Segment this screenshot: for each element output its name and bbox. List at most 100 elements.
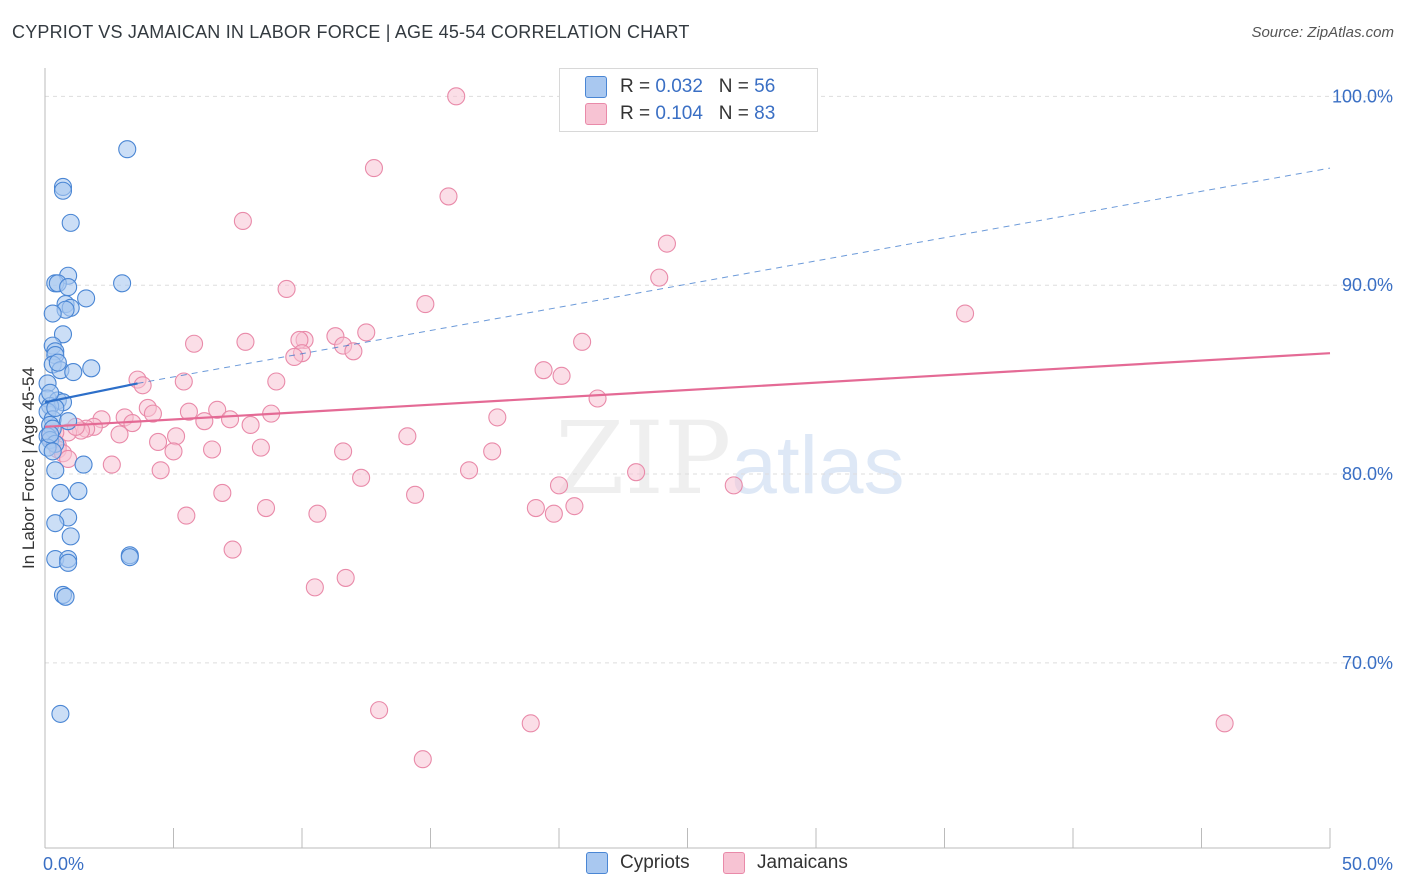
jamaican-point: [308, 504, 327, 523]
jamaican-point: [267, 372, 286, 391]
jamaican-point: [277, 279, 296, 299]
jamaicans-points: [41, 87, 1234, 769]
axes: [44, 68, 1331, 849]
x-tick-label: 0.0%: [43, 854, 84, 874]
bottom-legend-jamaicans: Jamaicans: [723, 852, 848, 874]
cypriots-points: [38, 140, 139, 723]
jamaican-point: [251, 438, 270, 457]
source-label: Source: ZipAtlas.com: [1251, 24, 1394, 41]
jamaican-point: [413, 750, 432, 769]
cypriot-point: [59, 278, 78, 297]
cypriots-n-value: 56: [754, 76, 776, 97]
cypriots-swatch: [585, 76, 607, 98]
jamaican-point: [488, 408, 507, 427]
jamaicans-legend-swatch: [723, 852, 745, 874]
jamaican-point: [447, 87, 466, 106]
jamaican-point: [364, 159, 384, 178]
jamaican-point: [195, 412, 214, 431]
cypriot-point: [46, 461, 65, 480]
jamaican-point: [241, 415, 260, 434]
cypriot-point: [41, 383, 60, 402]
jamaican-point: [956, 304, 975, 323]
cypriots-legend-swatch: [586, 852, 608, 874]
cypriot-point: [82, 359, 101, 378]
jamaican-point: [179, 402, 198, 421]
cypriot-point: [53, 325, 73, 344]
cypriots-trend-extension: [137, 167, 1331, 384]
jamaican-point: [102, 455, 121, 474]
cypriot-point: [59, 553, 78, 572]
jamaican-point: [133, 376, 152, 395]
jamaican-point: [177, 506, 196, 525]
cypriot-point: [120, 548, 139, 567]
cypriot-point: [46, 514, 65, 533]
jamaican-point: [220, 410, 240, 429]
jamaican-point: [149, 432, 168, 451]
jamaican-point: [213, 483, 232, 502]
cypriots-legend-label: Cypriots: [620, 852, 690, 873]
jamaican-point: [416, 295, 435, 314]
cypriot-point: [43, 442, 62, 461]
cypriots-n-label: N =: [718, 76, 755, 97]
x-tick-label: 50.0%: [1342, 854, 1393, 874]
jamaican-point: [627, 463, 646, 482]
cypriot-point: [113, 274, 132, 293]
cypriots-r-value: 0.032: [655, 76, 703, 97]
watermark: ZIPatlas: [555, 400, 905, 517]
y-tick-label: 100.0%: [1332, 86, 1393, 106]
cypriot-point: [41, 425, 60, 444]
cypriots-trend-line: [44, 382, 138, 404]
jamaican-point: [305, 578, 324, 597]
y-tick-label: 70.0%: [1342, 653, 1393, 673]
jamaican-point: [483, 442, 502, 461]
jamaican-point: [657, 234, 676, 253]
jamaican-point: [357, 323, 376, 342]
cypriot-point: [53, 181, 73, 200]
jamaican-point: [334, 442, 353, 461]
jamaican-point: [143, 404, 162, 423]
jamaican-point: [521, 714, 540, 733]
cypriot-point: [43, 304, 62, 323]
jamaican-point: [398, 427, 417, 446]
bottom-legend-cypriots: Cypriots: [586, 852, 690, 874]
cypriot-point: [69, 482, 88, 501]
cypriot-point: [51, 704, 70, 723]
jamaican-point: [724, 476, 743, 495]
jamaican-point: [203, 440, 222, 459]
jamaican-point: [588, 389, 607, 408]
jamaican-point: [439, 187, 458, 206]
watermark-atlas: atlas: [731, 420, 905, 511]
cypriot-point: [56, 587, 75, 606]
cypriot-point: [74, 455, 93, 474]
jamaican-point: [534, 361, 553, 380]
jamaican-point: [174, 372, 193, 391]
jamaicans-n-value: 83: [754, 103, 776, 124]
jamaican-point: [236, 332, 255, 351]
jamaican-point: [164, 442, 183, 461]
jamaican-point: [526, 498, 545, 518]
jamaicans-r-label: R =: [620, 103, 656, 124]
jamaican-point: [565, 497, 584, 516]
jamaican-point: [1215, 714, 1234, 733]
cypriot-point: [64, 363, 83, 382]
jamaican-point: [285, 347, 304, 367]
trend-lines: [44, 167, 1331, 428]
jamaican-point: [208, 400, 227, 419]
jamaican-point: [552, 366, 571, 385]
jamaican-point: [185, 334, 204, 353]
cypriot-point: [61, 213, 80, 232]
y-tick-label: 90.0%: [1342, 275, 1393, 295]
grid-lines: [45, 95, 1392, 664]
jamaican-point: [151, 461, 170, 480]
jamaican-point: [370, 701, 389, 720]
cypriot-point: [77, 289, 96, 308]
tick-labels: 70.0% 80.0% 90.0% 100.0% 0.0% 50.0% In Labor F…: [19, 86, 1393, 874]
jamaican-point: [344, 342, 363, 361]
cypriots-stats: R = 0.032 N = 56: [620, 76, 775, 98]
jamaican-point: [573, 332, 592, 351]
cypriot-point: [59, 412, 78, 431]
jamaicans-trend-line: [44, 352, 1331, 428]
cypriots-r-label: R =: [620, 76, 656, 97]
y-axis-label: In Labor Force | Age 45-54: [19, 367, 38, 569]
